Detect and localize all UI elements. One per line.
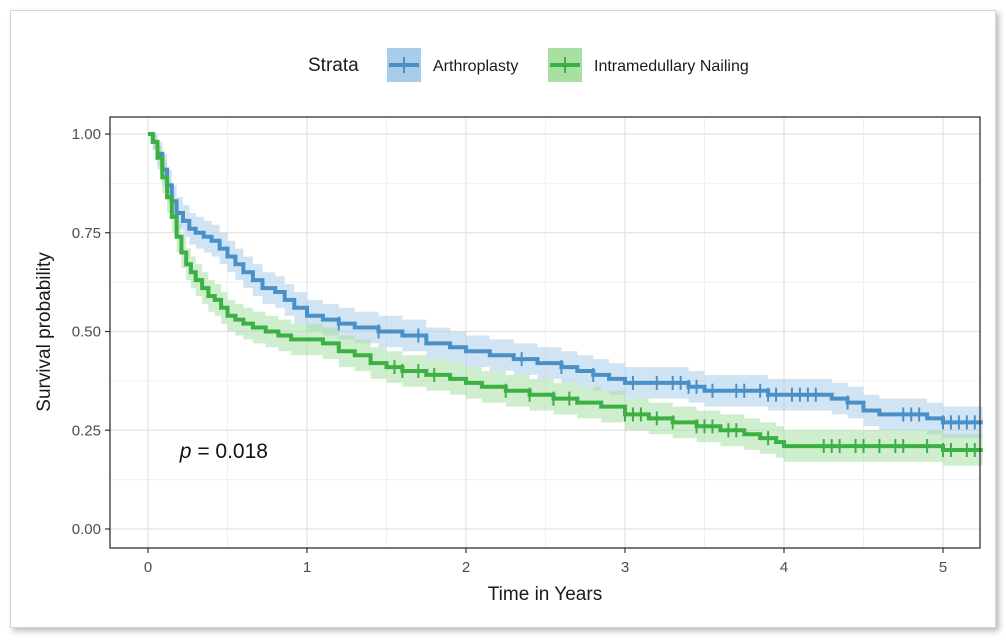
legend: Strata Arthroplasty Intramedullary Naili… bbox=[308, 48, 749, 82]
plot-border bbox=[109, 116, 981, 549]
y-axis: 0.00 0.25 0.50 0.75 1.00 bbox=[72, 126, 110, 538]
x-axis-title: Time in Years bbox=[488, 584, 602, 605]
x-tick-label: 4 bbox=[780, 559, 788, 576]
y-tick-label: 0.50 bbox=[72, 324, 101, 341]
x-tick-label: 1 bbox=[303, 559, 311, 576]
x-tick-label: 3 bbox=[621, 559, 629, 576]
legend-title: Strata bbox=[308, 55, 359, 76]
y-tick-label: 0.00 bbox=[72, 521, 101, 538]
x-tick-label: 2 bbox=[462, 559, 470, 576]
confidence-band-arthroplasty bbox=[148, 134, 983, 439]
legend-label-nailing: Intramedullary Nailing bbox=[594, 58, 749, 75]
y-tick-label: 0.25 bbox=[72, 422, 101, 439]
survival-line-arthroplasty bbox=[148, 132, 983, 425]
plot-area: 0 1 2 3 4 5 0.00 0.25 0.50 0.75 1.00 bbox=[72, 116, 983, 576]
censor-marks bbox=[337, 316, 976, 457]
x-axis: 0 1 2 3 4 5 bbox=[144, 548, 947, 576]
y-tick-label: 0.75 bbox=[72, 225, 101, 242]
p-value-symbol: p bbox=[179, 440, 192, 463]
x-tick-label: 5 bbox=[939, 559, 947, 576]
y-axis-title: Survival probability bbox=[34, 252, 55, 412]
x-tick-label: 0 bbox=[144, 559, 152, 576]
p-value-annotation: p = 0.018 bbox=[179, 440, 268, 463]
p-value-text: = 0.018 bbox=[191, 440, 267, 463]
legend-label-arthroplasty: Arthroplasty bbox=[433, 58, 518, 75]
y-tick-label: 1.00 bbox=[72, 126, 101, 143]
